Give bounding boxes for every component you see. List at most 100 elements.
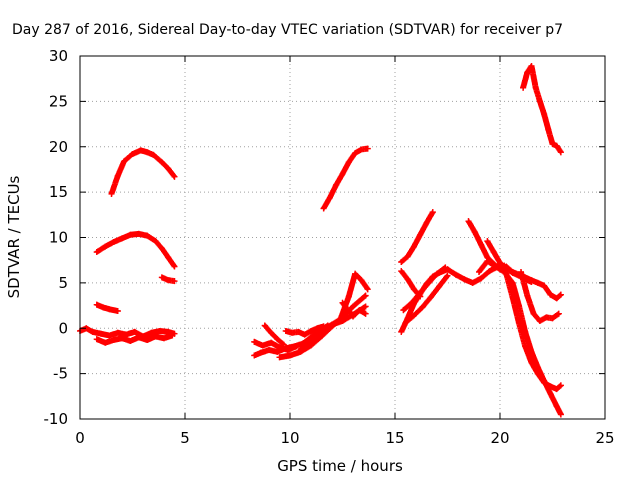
data-point <box>427 294 434 301</box>
data-point <box>284 347 291 354</box>
y-tick-label: 20 <box>49 138 68 156</box>
data-point <box>547 291 554 298</box>
series-arc-c <box>158 274 178 285</box>
data-point <box>530 310 537 317</box>
y-axis-label: SDTVAR / TECUs <box>5 175 23 298</box>
data-point <box>282 327 289 334</box>
series-arc-o <box>320 145 371 212</box>
data-point <box>553 386 560 393</box>
data-point <box>534 364 541 371</box>
y-tick-label: -10 <box>44 410 69 428</box>
data-point <box>408 299 415 306</box>
series-arc-i <box>261 322 287 348</box>
data-point <box>400 307 407 314</box>
data-point <box>501 268 508 275</box>
series-markers <box>108 147 178 197</box>
data-point <box>152 238 159 245</box>
data-point <box>339 299 346 306</box>
series-arc-m <box>308 270 371 341</box>
series-arc-z <box>520 62 564 156</box>
data-point <box>158 274 165 281</box>
data-point <box>528 62 535 69</box>
data-point <box>274 348 281 355</box>
data-point <box>98 330 104 337</box>
data-point <box>165 254 172 261</box>
data-point <box>398 328 405 335</box>
data-point <box>528 278 535 285</box>
series-markers <box>93 301 121 314</box>
data-point <box>257 349 264 356</box>
data-point <box>287 352 293 359</box>
data-point <box>536 317 543 324</box>
x-axis-label: GPS time / hours <box>277 457 403 475</box>
data-point <box>471 229 478 236</box>
data-point <box>266 347 272 354</box>
data-point <box>444 272 451 279</box>
series-arc-h <box>251 338 300 354</box>
data-point <box>478 241 485 248</box>
data-point <box>549 315 556 322</box>
data-point <box>158 245 165 252</box>
series-arc-a <box>108 147 178 197</box>
data-point <box>129 151 136 158</box>
data-point <box>543 314 550 321</box>
data-point <box>337 316 344 323</box>
data-point <box>301 331 308 338</box>
data-point <box>93 249 100 256</box>
data-point <box>410 286 417 293</box>
data-point <box>364 145 371 152</box>
data-point <box>165 165 172 172</box>
data-point <box>532 84 539 91</box>
data-point <box>276 344 283 351</box>
data-point <box>555 310 562 317</box>
data-point <box>268 329 275 336</box>
data-point <box>419 304 426 311</box>
y-tick-label: 0 <box>58 319 68 337</box>
series-arc-y <box>503 265 535 285</box>
data-point <box>119 335 125 342</box>
axis-ticks: 0 5 10 15 20 25 -10 -5 0 5 10 15 20 25 30 <box>44 47 615 447</box>
data-point <box>545 126 552 133</box>
series-arc-b <box>93 230 178 270</box>
data-point <box>350 313 356 320</box>
data-point <box>534 279 541 286</box>
data-point <box>345 308 352 315</box>
data-point <box>553 295 560 302</box>
data-point <box>345 159 352 166</box>
data-point <box>352 150 359 157</box>
data-point <box>486 268 493 275</box>
data-point <box>333 181 340 188</box>
data-point <box>515 272 522 279</box>
data-point <box>161 335 167 342</box>
data-point <box>549 141 556 148</box>
data-point <box>268 339 275 346</box>
data-point <box>553 403 560 410</box>
data-point <box>497 259 503 266</box>
x-tick-label: 25 <box>595 429 614 447</box>
data-point <box>469 279 476 286</box>
data-point <box>429 209 436 216</box>
data-point <box>557 291 564 298</box>
data-point <box>404 276 411 283</box>
series-markers <box>520 63 564 156</box>
data-point <box>520 84 527 91</box>
data-point <box>93 301 100 308</box>
series-arc-d <box>93 301 121 315</box>
data-point <box>398 259 405 266</box>
data-point <box>478 275 485 282</box>
data-point <box>110 337 117 344</box>
data-point <box>251 338 258 345</box>
data-point <box>114 308 121 315</box>
data-point <box>144 337 151 344</box>
data-point <box>169 332 176 339</box>
data-point <box>108 190 115 197</box>
data-point <box>308 339 314 346</box>
data-point <box>308 327 314 334</box>
y-tick-label: 10 <box>49 229 68 247</box>
y-tick-label: 30 <box>49 47 68 65</box>
data-point <box>261 322 268 329</box>
data-point <box>541 377 548 384</box>
data-point <box>465 218 472 225</box>
data-point <box>434 270 440 277</box>
